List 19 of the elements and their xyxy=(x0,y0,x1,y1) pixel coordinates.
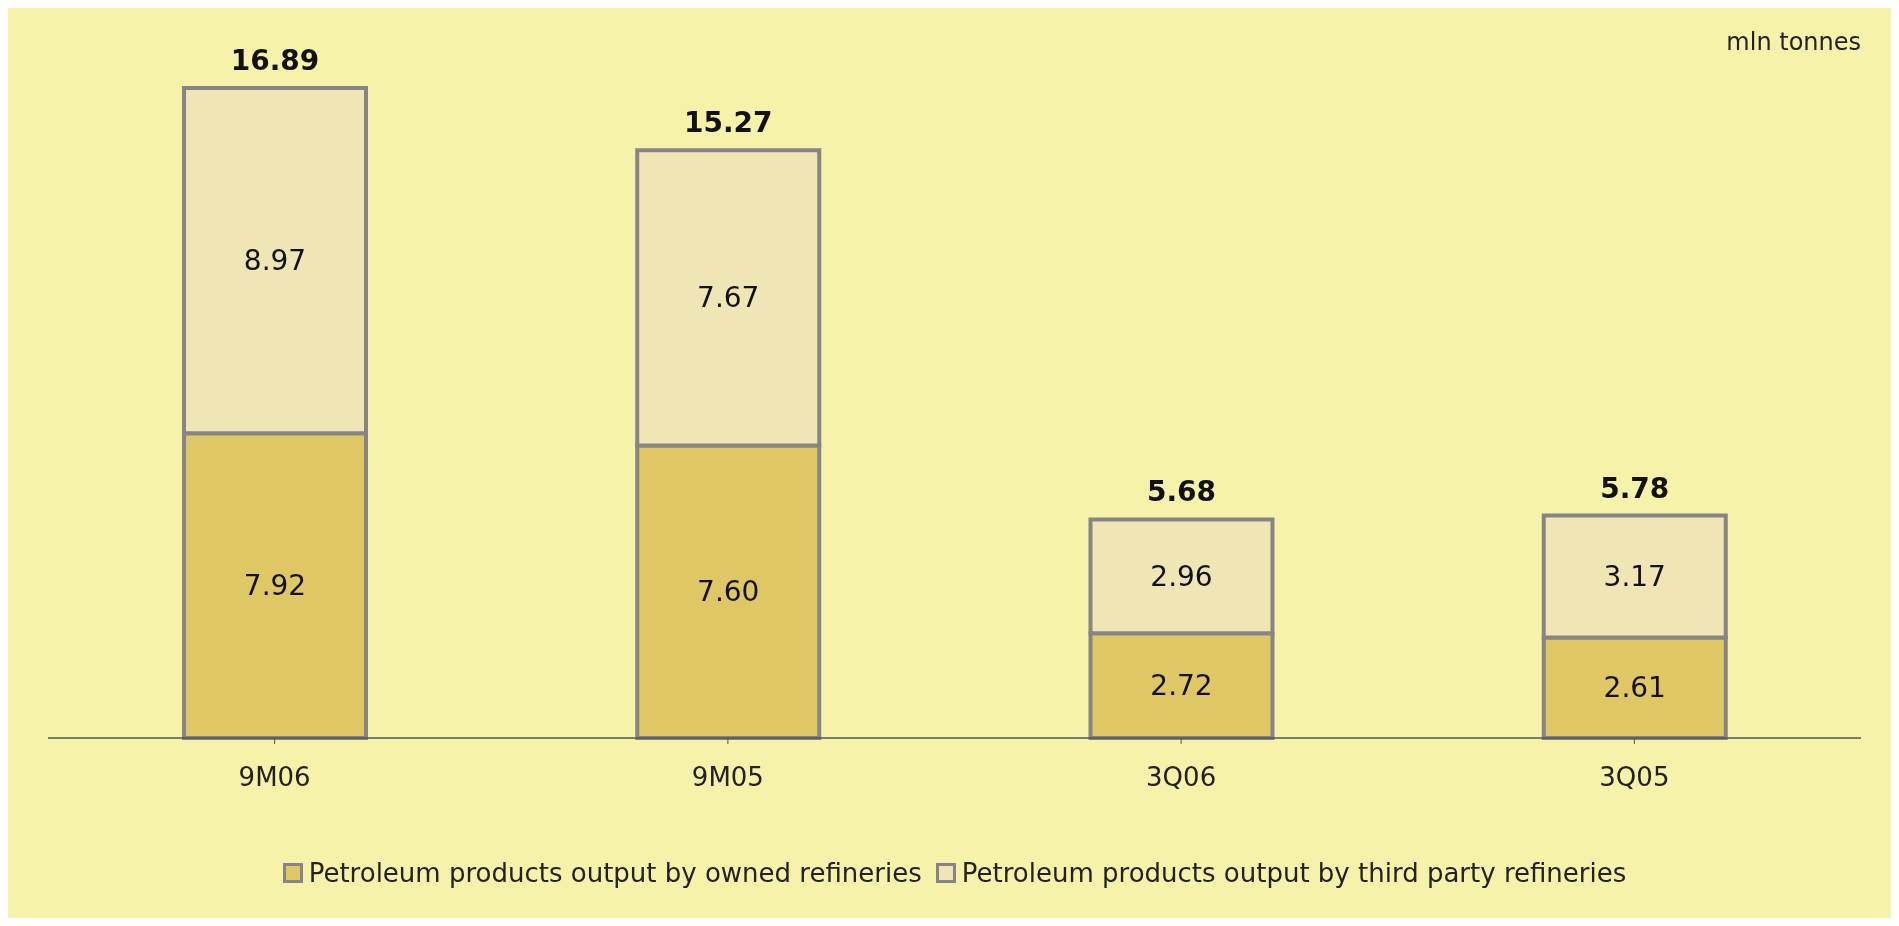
legend-label: Petroleum products output by third party refineries xyxy=(960,858,1627,888)
data-label: 2.72 xyxy=(1150,669,1213,703)
data-label: 7.60 xyxy=(697,575,760,609)
total-label: 15.27 xyxy=(683,106,773,140)
text: mln tonnes xyxy=(1726,28,1861,56)
data-label: 2.61 xyxy=(1603,671,1666,705)
x-tick-label: 3Q05 xyxy=(1599,762,1670,793)
data-label: 7.67 xyxy=(697,281,760,315)
total-label: 16.89 xyxy=(230,44,320,77)
data-label: 8.97 xyxy=(243,244,307,278)
x-tick-label: 9M06 xyxy=(238,762,311,793)
x-tick-label: 3Q06 xyxy=(1146,762,1217,793)
data-label: 3.17 xyxy=(1603,560,1666,594)
total-label: 5.78 xyxy=(1600,471,1670,505)
total-label: 5.68 xyxy=(1146,475,1217,509)
legend-label: Petroleum products output by owned refineries xyxy=(307,858,922,888)
data-label: 2.96 xyxy=(1150,559,1213,593)
x-tick-label: 9M05 xyxy=(691,762,764,793)
data-label: 7.92 xyxy=(243,569,307,603)
